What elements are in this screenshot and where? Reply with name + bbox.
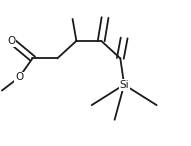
- Text: Si: Si: [119, 80, 129, 90]
- Text: O: O: [7, 36, 16, 46]
- Text: O: O: [15, 72, 23, 82]
